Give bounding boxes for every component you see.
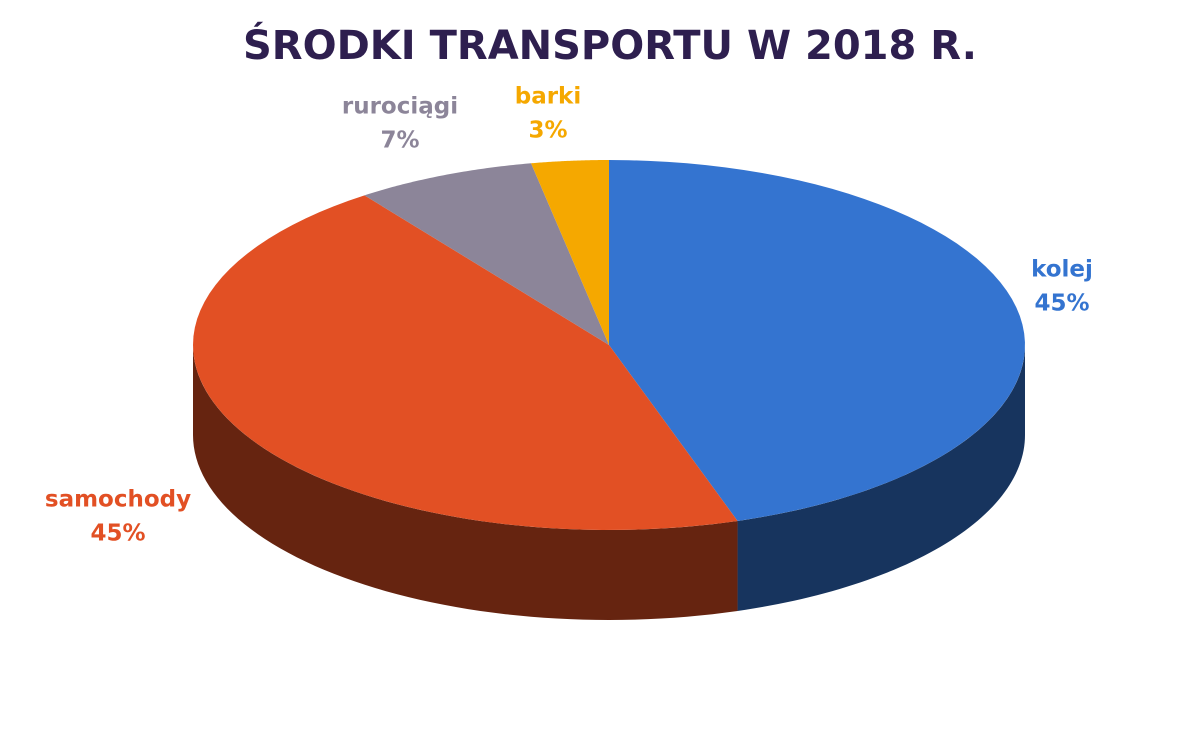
slice [193, 195, 738, 530]
slice [609, 160, 1025, 521]
chart-title: ŚRODKI TRANSPORTU W 2018 R. [243, 21, 977, 69]
data-label-name: samochody [45, 487, 191, 513]
slice-side [193, 345, 738, 620]
data-label-name: kolej [1031, 257, 1093, 283]
data-label-value: 45% [1034, 291, 1089, 317]
data-label-value: 3% [528, 118, 567, 144]
slice-side [737, 345, 1025, 611]
slice [531, 160, 609, 345]
slice [364, 163, 609, 345]
data-label-name: rurociągi [342, 94, 458, 120]
data-label-value: 7% [380, 128, 419, 154]
data-label-value: 45% [90, 521, 145, 547]
data-label-name: barki [515, 84, 582, 110]
